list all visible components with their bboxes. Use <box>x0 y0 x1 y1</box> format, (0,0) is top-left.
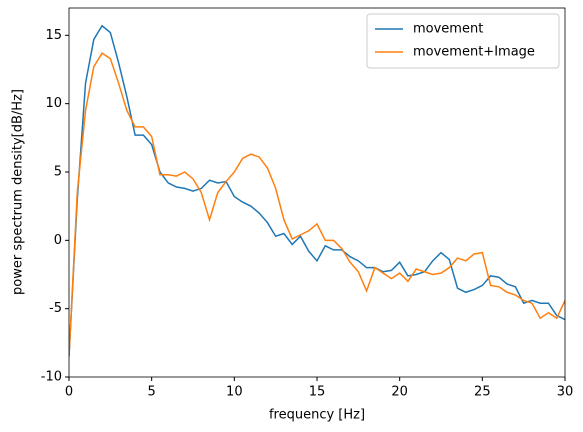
y-tick-label: 15 <box>45 28 62 43</box>
y-tick-label: -10 <box>41 370 62 385</box>
legend-label: movement+Image <box>413 45 535 60</box>
line-series <box>69 52 565 357</box>
plot-frame <box>68 7 566 378</box>
legend-label: movement <box>413 22 483 37</box>
y-tick-label: 5 <box>54 165 62 180</box>
x-axis-label: frequency [Hz] <box>269 408 365 423</box>
x-tick-label: 10 <box>226 385 243 400</box>
x-tick-label: 15 <box>309 385 326 400</box>
x-tick-label: 30 <box>557 385 574 400</box>
x-tick-label: 0 <box>65 385 73 400</box>
y-tick-label: 10 <box>45 96 62 111</box>
x-tick-label: 25 <box>474 385 491 400</box>
legend-box <box>366 13 560 69</box>
y-axis-label: power spectrum density[dB/Hz] <box>11 89 26 295</box>
y-tick-label: 0 <box>54 233 62 248</box>
line-series <box>69 24 565 357</box>
y-tick-label: -5 <box>49 301 62 316</box>
x-tick-label: 20 <box>391 385 408 400</box>
x-tick-label: 5 <box>148 385 156 400</box>
